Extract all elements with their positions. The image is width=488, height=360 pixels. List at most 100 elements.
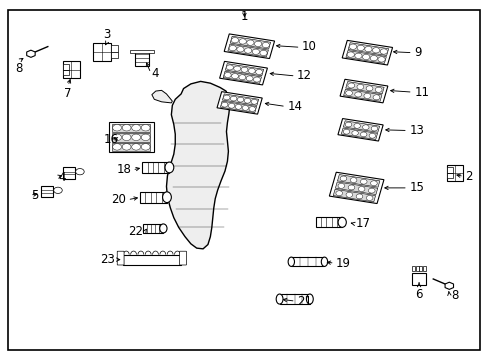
Text: 23: 23	[100, 253, 115, 266]
Bar	[111, 51, 118, 58]
Polygon shape	[152, 90, 172, 103]
Circle shape	[141, 134, 150, 140]
Bar	[112, 133, 150, 141]
Bar	[93, 42, 111, 60]
Text: 15: 15	[408, 181, 423, 194]
Circle shape	[229, 45, 236, 51]
Circle shape	[362, 54, 369, 60]
Bar	[343, 89, 381, 101]
Circle shape	[255, 69, 262, 75]
Circle shape	[372, 95, 379, 100]
Circle shape	[374, 87, 381, 92]
Circle shape	[346, 52, 354, 57]
Circle shape	[340, 176, 346, 181]
Circle shape	[244, 48, 251, 53]
Circle shape	[364, 46, 371, 52]
Circle shape	[248, 68, 255, 73]
Circle shape	[254, 41, 261, 46]
Circle shape	[239, 39, 246, 44]
Text: 5: 5	[31, 189, 39, 202]
Bar	[143, 224, 163, 233]
Bar	[112, 143, 150, 151]
Circle shape	[246, 40, 253, 45]
Circle shape	[236, 47, 244, 52]
Text: 22: 22	[128, 225, 143, 238]
Circle shape	[251, 99, 257, 104]
Bar	[347, 43, 388, 55]
Bar	[142, 162, 169, 173]
Circle shape	[244, 98, 250, 103]
Bar	[140, 192, 166, 203]
Circle shape	[366, 195, 372, 201]
Circle shape	[370, 126, 377, 131]
Circle shape	[346, 192, 352, 197]
Bar	[41, 186, 53, 197]
Circle shape	[76, 168, 84, 175]
Bar	[135, 50, 149, 66]
Bar	[122, 255, 181, 265]
Text: 20: 20	[111, 193, 126, 206]
Circle shape	[242, 105, 248, 110]
Bar	[411, 273, 426, 285]
Circle shape	[141, 144, 150, 150]
Bar	[343, 121, 379, 132]
Bar	[341, 128, 377, 140]
Circle shape	[226, 65, 233, 70]
Text: 13: 13	[408, 124, 423, 137]
Polygon shape	[166, 81, 229, 249]
Bar	[415, 266, 418, 271]
Bar	[217, 92, 262, 114]
Text: 2: 2	[465, 170, 472, 183]
Circle shape	[362, 125, 368, 130]
Circle shape	[228, 103, 234, 108]
Bar	[422, 266, 425, 271]
Circle shape	[354, 53, 361, 58]
Circle shape	[231, 37, 238, 43]
Circle shape	[252, 49, 259, 54]
Circle shape	[367, 188, 374, 193]
Circle shape	[363, 93, 370, 98]
Text: 8: 8	[16, 62, 23, 75]
Circle shape	[231, 73, 238, 78]
Circle shape	[347, 185, 354, 190]
Ellipse shape	[160, 224, 167, 233]
Bar	[63, 64, 69, 69]
Text: 12: 12	[297, 69, 311, 82]
Bar	[411, 266, 414, 271]
Text: 9: 9	[413, 46, 421, 59]
Ellipse shape	[287, 257, 294, 266]
Bar	[109, 122, 154, 152]
Circle shape	[112, 144, 121, 150]
Ellipse shape	[321, 257, 327, 266]
Circle shape	[337, 183, 344, 188]
Bar	[337, 118, 383, 141]
Text: 7: 7	[64, 87, 72, 100]
Circle shape	[141, 125, 150, 131]
Bar	[63, 62, 80, 78]
Circle shape	[131, 125, 140, 131]
Text: 17: 17	[355, 217, 370, 230]
Circle shape	[358, 186, 364, 192]
Circle shape	[122, 125, 131, 131]
Circle shape	[335, 191, 342, 196]
Circle shape	[112, 125, 121, 131]
Circle shape	[360, 132, 366, 137]
Text: 10: 10	[302, 40, 316, 53]
Bar	[225, 64, 263, 76]
Bar	[315, 217, 342, 227]
Bar	[419, 266, 422, 271]
Ellipse shape	[164, 162, 173, 173]
Circle shape	[54, 187, 62, 193]
Circle shape	[349, 44, 356, 49]
Circle shape	[353, 123, 360, 128]
Circle shape	[230, 96, 236, 101]
Circle shape	[380, 49, 386, 54]
Circle shape	[345, 90, 352, 95]
Circle shape	[345, 122, 351, 127]
Circle shape	[372, 48, 379, 53]
Text: 8: 8	[450, 289, 457, 302]
Text: 6: 6	[414, 288, 422, 301]
Circle shape	[235, 104, 241, 109]
Bar	[342, 40, 392, 65]
Bar	[129, 50, 154, 53]
